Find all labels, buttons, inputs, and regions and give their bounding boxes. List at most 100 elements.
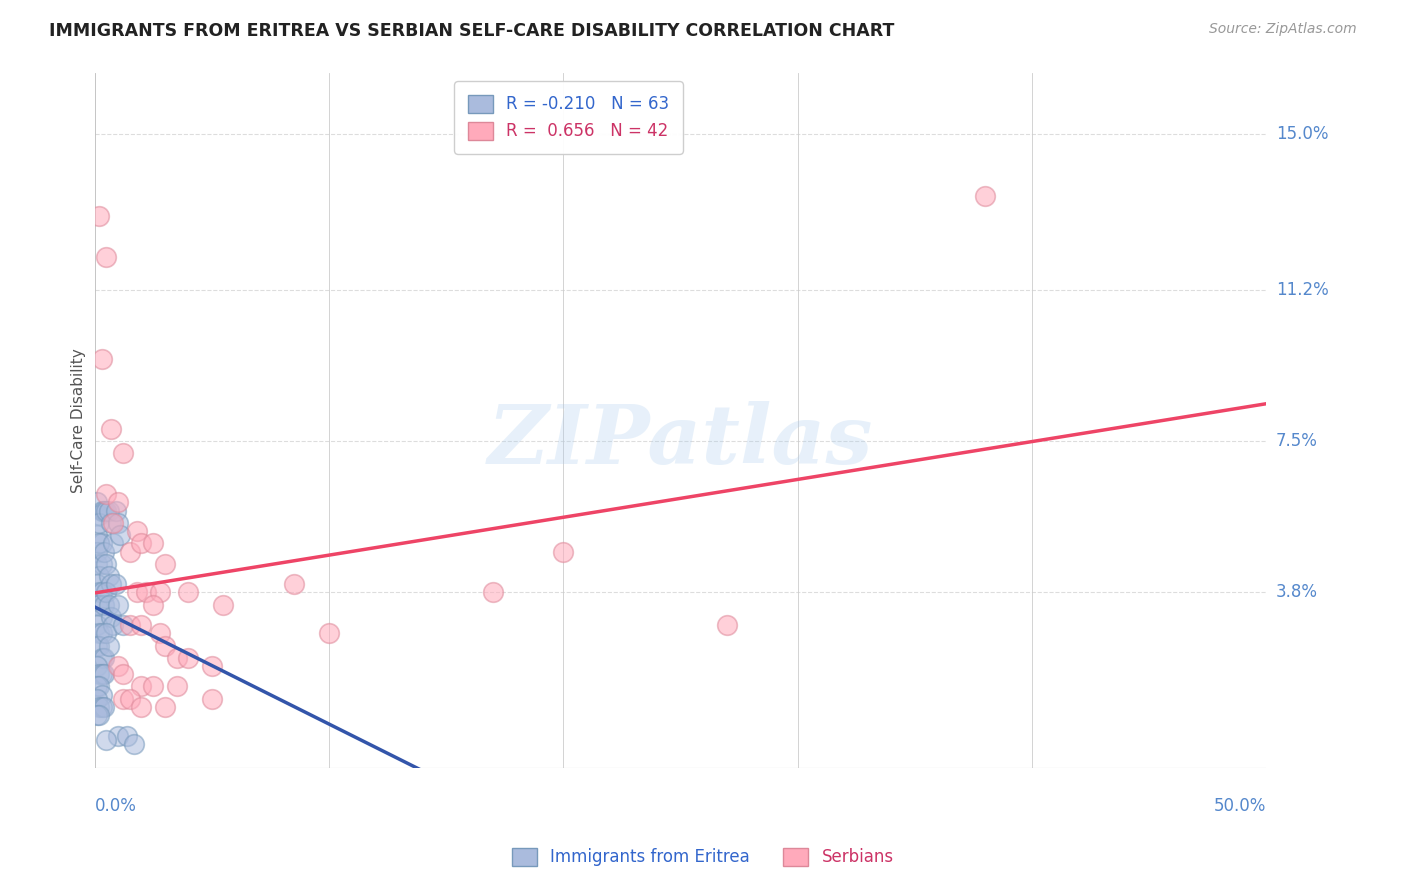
Point: [100, 516, 122, 530]
Point: [110, 528, 132, 542]
Point: [212, 598, 235, 612]
Point: [318, 626, 340, 640]
Text: 3.8%: 3.8%: [1275, 583, 1317, 601]
Point: [118, 618, 141, 632]
Point: [111, 446, 134, 460]
Point: [96, 626, 118, 640]
Point: [89, 536, 111, 550]
Point: [89, 585, 111, 599]
Point: [86, 598, 108, 612]
Point: [177, 650, 200, 665]
Point: [149, 585, 172, 599]
Point: [177, 585, 200, 599]
Point: [90, 585, 112, 599]
Text: 0.0%: 0.0%: [94, 797, 136, 815]
Point: [90, 557, 112, 571]
Point: [131, 536, 153, 550]
Point: [553, 544, 575, 558]
Point: [89, 569, 111, 583]
Point: [89, 508, 111, 522]
Point: [89, 667, 111, 681]
Point: [86, 639, 108, 653]
Point: [97, 639, 120, 653]
Point: [86, 691, 108, 706]
Point: [90, 688, 112, 702]
Point: [142, 680, 165, 694]
Point: [104, 577, 127, 591]
Point: [86, 659, 108, 673]
Point: [90, 536, 112, 550]
Point: [86, 680, 108, 694]
Point: [125, 524, 148, 538]
Point: [89, 680, 111, 694]
Point: [100, 422, 122, 436]
Point: [153, 557, 176, 571]
Text: 15.0%: 15.0%: [1275, 126, 1329, 144]
Point: [153, 700, 176, 714]
Point: [100, 577, 122, 591]
Point: [103, 536, 125, 550]
Point: [96, 250, 118, 264]
Point: [90, 650, 112, 665]
Point: [86, 528, 108, 542]
Point: [97, 569, 120, 583]
Point: [131, 680, 153, 694]
Point: [93, 598, 115, 612]
Point: [716, 618, 738, 632]
Point: [118, 691, 141, 706]
Point: [93, 650, 115, 665]
Point: [89, 639, 111, 653]
Point: [96, 557, 118, 571]
Point: [97, 503, 120, 517]
Point: [125, 585, 148, 599]
Point: [89, 708, 111, 723]
Point: [201, 659, 224, 673]
Point: [111, 618, 134, 632]
Point: [104, 503, 127, 517]
Point: [90, 352, 112, 367]
Point: [111, 691, 134, 706]
Point: [86, 557, 108, 571]
Point: [89, 209, 111, 223]
Point: [93, 667, 115, 681]
Point: [89, 700, 111, 714]
Point: [107, 495, 129, 509]
Point: [131, 618, 153, 632]
Point: [103, 516, 125, 530]
Point: [93, 544, 115, 558]
Point: [90, 503, 112, 517]
Text: 50.0%: 50.0%: [1213, 797, 1267, 815]
Point: [89, 598, 111, 612]
Point: [96, 732, 118, 747]
Point: [166, 680, 188, 694]
Point: [153, 639, 176, 653]
Point: [142, 536, 165, 550]
Point: [96, 487, 118, 501]
Point: [974, 188, 997, 202]
Point: [96, 585, 118, 599]
Point: [89, 626, 111, 640]
Point: [283, 577, 305, 591]
Point: [135, 585, 157, 599]
Point: [142, 598, 165, 612]
Point: [97, 598, 120, 612]
Point: [100, 610, 122, 624]
Point: [93, 503, 115, 517]
Point: [86, 708, 108, 723]
Point: [93, 700, 115, 714]
Point: [103, 618, 125, 632]
Point: [201, 691, 224, 706]
Point: [89, 516, 111, 530]
Point: [131, 700, 153, 714]
Point: [107, 659, 129, 673]
Legend: R = -0.210   N = 63, R =  0.656   N = 42: R = -0.210 N = 63, R = 0.656 N = 42: [454, 81, 682, 153]
Point: [90, 700, 112, 714]
Point: [90, 626, 112, 640]
Point: [86, 495, 108, 509]
Text: ZIPatlas: ZIPatlas: [488, 401, 873, 482]
Text: IMMIGRANTS FROM ERITREA VS SERBIAN SELF-CARE DISABILITY CORRELATION CHART: IMMIGRANTS FROM ERITREA VS SERBIAN SELF-…: [49, 22, 894, 40]
Point: [107, 729, 129, 743]
Point: [96, 503, 118, 517]
Point: [482, 585, 505, 599]
Point: [117, 729, 139, 743]
